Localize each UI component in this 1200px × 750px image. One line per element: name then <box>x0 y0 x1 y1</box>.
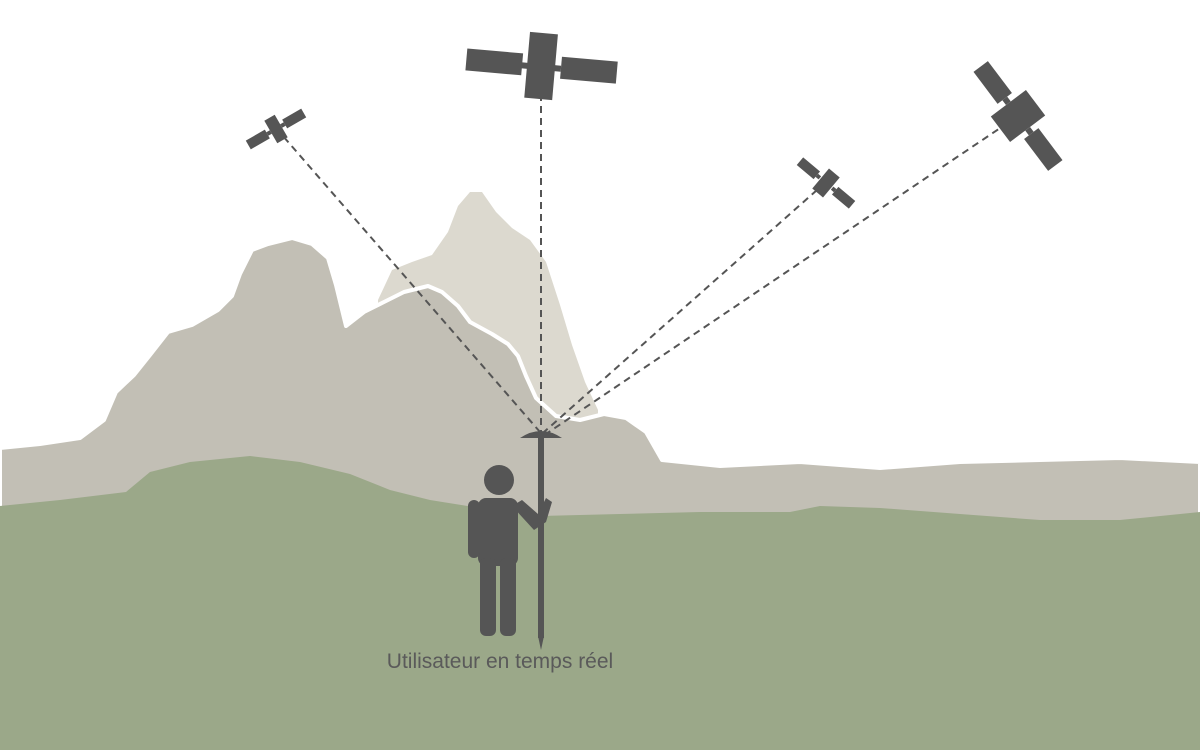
satellite-icon <box>796 157 856 209</box>
signal-line <box>543 181 827 433</box>
signal-line <box>545 115 1019 435</box>
ground <box>0 456 1200 750</box>
surveyor-person-icon <box>468 465 552 636</box>
user-caption: Utilisateur en temps réel <box>386 650 614 673</box>
satellite-icon <box>465 31 618 101</box>
gnss-antenna-icon <box>520 431 562 650</box>
satellite-icon <box>245 108 307 150</box>
signal-lines <box>275 70 1019 435</box>
satellite-icon <box>973 61 1063 171</box>
